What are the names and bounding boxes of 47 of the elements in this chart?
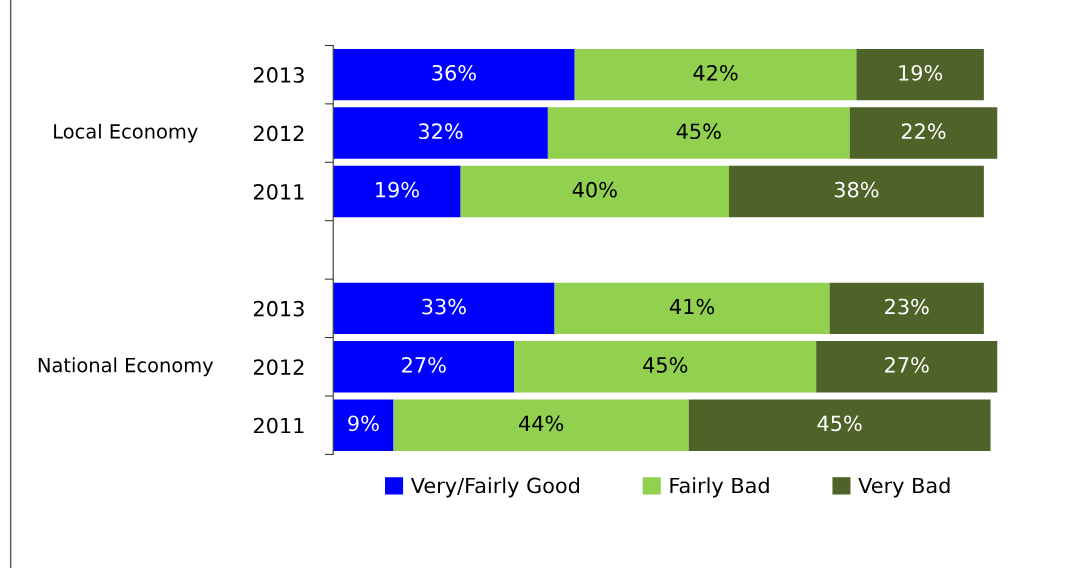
data-label: 33%	[422, 298, 466, 315]
y-tick-label: 2011	[253, 183, 304, 200]
data-label: 38%	[834, 181, 879, 198]
bar	[333, 282, 555, 335]
bar	[728, 165, 984, 218]
bar	[816, 341, 998, 393]
y-tick-label: 2011	[253, 417, 304, 434]
y-tick-label: 2012	[253, 359, 304, 375]
data-label: 41%	[669, 298, 715, 315]
legend-label: Fairly Bad	[670, 477, 769, 498]
data-label: 44%	[519, 415, 564, 432]
bar	[333, 165, 461, 218]
bar	[574, 48, 857, 101]
data-label: 42%	[693, 64, 738, 81]
legend-label: Very/Fairly Good	[410, 477, 580, 498]
bar	[333, 399, 394, 451]
data-label: 45%	[676, 123, 721, 140]
legend-label: Very Bad	[858, 477, 950, 498]
data-label: 27%	[885, 357, 929, 373]
text: Local Economy	[54, 123, 198, 143]
bar	[393, 399, 689, 451]
data-label: 45%	[817, 415, 862, 432]
data-label: 9%	[348, 415, 379, 432]
data-label: 22%	[901, 123, 946, 140]
bar	[829, 282, 984, 335]
data-label: 19%	[899, 64, 943, 81]
bar	[856, 48, 984, 101]
bar	[554, 282, 830, 335]
bar	[547, 107, 850, 159]
data-label: 40%	[572, 181, 617, 198]
bar	[333, 341, 515, 393]
data-label: 45%	[643, 357, 688, 373]
data-label: 19%	[376, 181, 419, 198]
y-tick-label: 2013	[253, 300, 304, 317]
data-label: 23%	[885, 298, 929, 315]
bar	[460, 165, 729, 218]
data-label: 36%	[432, 64, 476, 81]
bar	[688, 399, 991, 451]
data-label: 27%	[402, 357, 446, 373]
bar	[333, 107, 548, 159]
bar	[333, 48, 575, 101]
y-tick-label: 2013	[253, 67, 304, 83]
text: National Economy	[38, 357, 214, 377]
y-tick-label: 2012	[253, 125, 304, 142]
data-label: 32%	[418, 123, 463, 140]
bar	[514, 341, 817, 393]
bar	[849, 107, 998, 159]
